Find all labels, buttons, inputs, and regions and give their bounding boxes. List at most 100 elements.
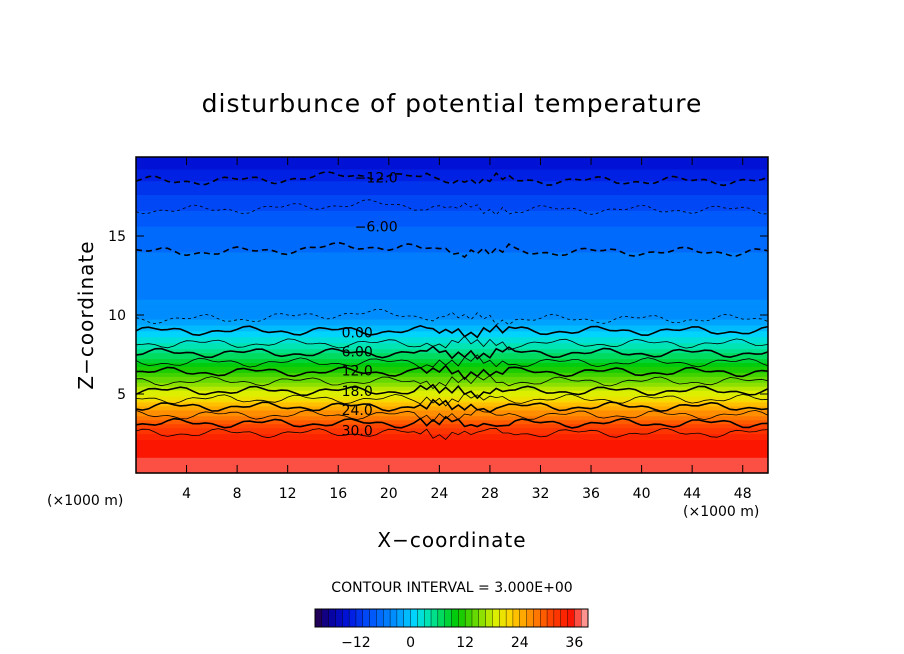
contour-band [136,413,768,417]
contour-band [136,354,768,358]
contour-band [136,409,768,413]
contour-band [136,275,768,279]
contour-band [136,226,768,229]
contour-band [136,459,768,462]
chart-title: disturbunce of potential temperature [202,89,703,118]
x-tick-label: 28 [481,486,499,502]
contour-band [136,399,768,403]
x-tick-label: 40 [633,486,651,502]
contour-label: 24.0 [342,403,373,419]
contour-band [136,447,768,450]
contour-band [136,307,768,310]
contour-band [136,216,768,219]
x-axis-unit-left: (×1000 m) [47,493,123,509]
colorbar-band [444,608,452,628]
contour-label: 18.0 [342,384,373,400]
contour-band [136,437,768,441]
colorbar-band [505,608,514,628]
y-tick-label: 15 [108,229,126,245]
contour-band [136,247,768,251]
contour-band [136,194,768,198]
contour-band [136,417,768,421]
contour-band [136,293,768,296]
contour-band [136,214,768,217]
contour-band [136,326,768,330]
contour-band [136,271,768,275]
contour-band [136,257,768,261]
contour-label: 12.0 [342,363,373,379]
colorbar [314,608,589,628]
colorbar-band [478,608,487,628]
colorbar-band [410,608,418,628]
contour-band [136,202,768,205]
contour-band [136,297,768,300]
contour-line [135,324,769,339]
contour-band [136,344,768,348]
contour-band [136,261,768,265]
contour-band [136,160,768,164]
contour-band [136,322,768,326]
colorbar-band [396,608,405,628]
contour-band [136,336,768,340]
contour-band [136,158,768,162]
contour-band [136,340,768,344]
contour-band [136,192,768,196]
colorbar-band [362,608,371,628]
contour-band [136,168,768,172]
contour-band [136,212,768,215]
contour-band [136,204,768,207]
contour-line [135,392,769,407]
x-tick-label: 4 [182,486,191,502]
colorbar-band [348,608,357,628]
colorbar-tick-label: 24 [511,635,529,651]
contour-band [136,360,768,363]
contour-line [135,199,769,216]
contour-band [136,315,768,318]
contour-band [136,415,768,419]
colorbar-band [553,608,562,628]
contour-line [135,375,769,390]
contour-band [136,239,768,243]
contour-band [136,386,768,389]
colorbar-band [540,608,548,628]
colorbar-band [342,608,350,628]
contour-band [136,435,768,439]
colorbar-tick-label: 12 [456,635,474,651]
contour-band [136,316,768,320]
x-tick-label: 44 [683,486,701,502]
colorbar-band [533,608,541,628]
contour-band [136,265,768,269]
contour-band [136,455,768,458]
contour-band [136,234,768,237]
contour-label: 6.00 [342,344,373,360]
y-tick-label: 5 [117,387,126,403]
colorbar-band [403,608,412,628]
contour-band [136,218,768,221]
contour-line [135,170,769,187]
contour-band [136,311,768,314]
contour-band [136,445,768,448]
colorbar-tick-label: 36 [565,635,583,651]
contour-band [136,362,768,365]
contour-line [135,241,769,259]
contour-band [136,313,768,316]
colorbar-band [430,608,439,628]
contour-label: 0.00 [342,325,373,341]
contour-labels: −12.0 −6.00 0.00 6.00 12.0 18.0 24.0 30.0 [342,171,398,440]
colorbar-band [389,608,398,628]
contour-band [136,421,768,425]
contour-line [135,415,769,429]
contour-band [136,390,768,393]
contour-band [136,277,768,281]
contour-band [136,348,768,352]
colorbar-band [451,608,459,628]
contour-band [136,451,768,454]
contour-band [136,157,768,160]
contour-band [136,433,768,437]
x-tick-label: 24 [430,486,448,502]
contour-band [136,164,768,168]
contour-label: −6.00 [355,220,398,236]
contour-band [136,206,768,209]
colorbar-band [567,608,575,628]
contour-band [136,427,768,431]
